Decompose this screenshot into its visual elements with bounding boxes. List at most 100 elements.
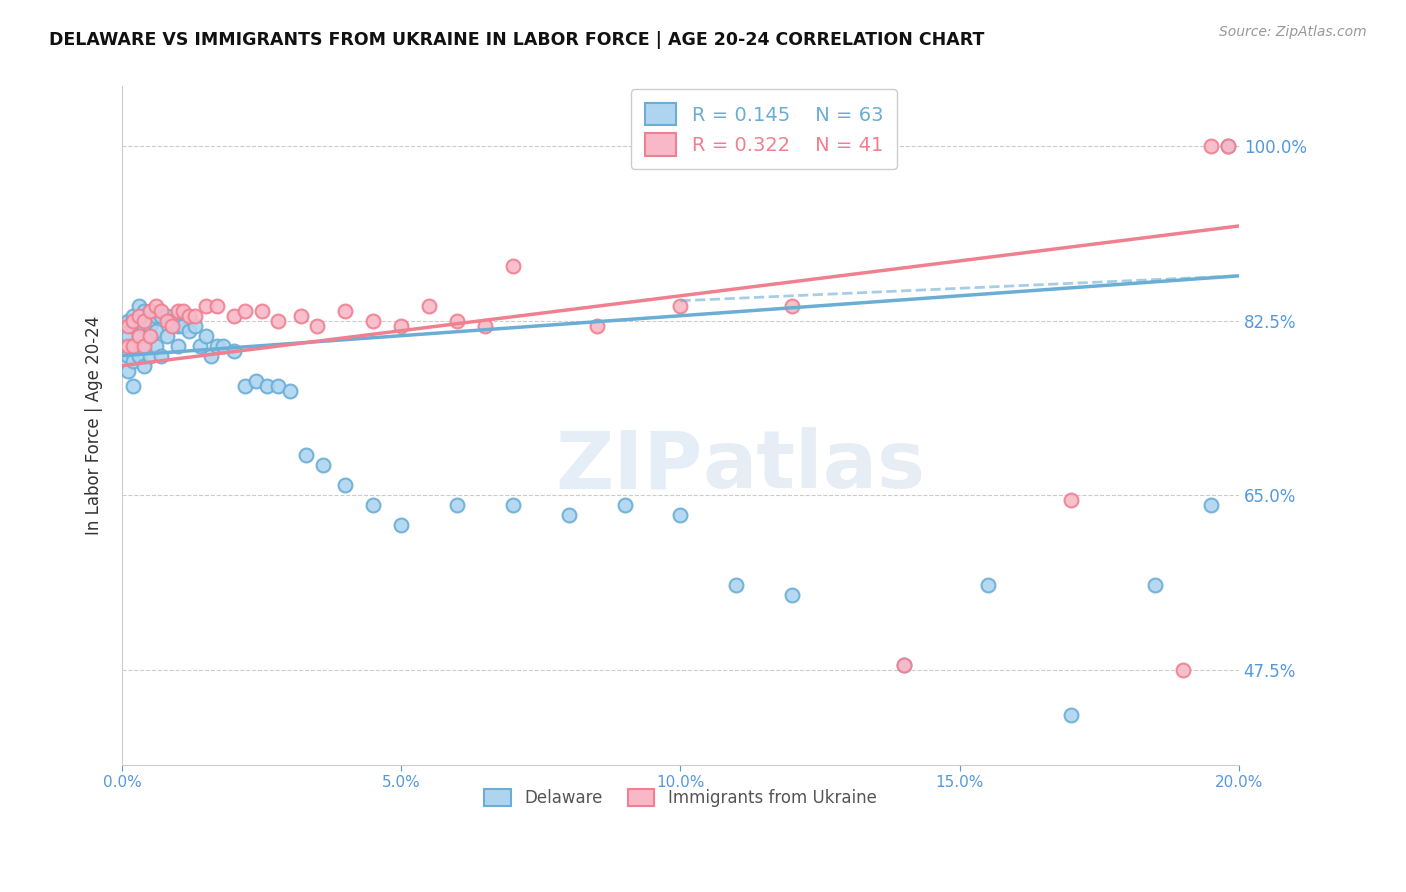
Point	[150, 309, 173, 323]
Point	[117, 363, 139, 377]
Point	[585, 318, 607, 333]
Point	[117, 314, 139, 328]
Point	[117, 339, 139, 353]
Point	[145, 299, 167, 313]
Point	[139, 303, 162, 318]
Point	[222, 309, 245, 323]
Point	[156, 309, 179, 323]
Point	[167, 303, 190, 318]
Point	[233, 303, 256, 318]
Point	[256, 378, 278, 392]
Point	[267, 314, 290, 328]
Point	[128, 328, 150, 343]
Point	[669, 299, 692, 313]
Point	[162, 318, 184, 333]
Point	[134, 339, 156, 353]
Point	[502, 498, 524, 512]
Point	[267, 378, 290, 392]
Point	[177, 309, 200, 323]
Point	[167, 339, 190, 353]
Point	[194, 299, 217, 313]
Point	[295, 448, 318, 462]
Point	[474, 318, 496, 333]
Point	[278, 384, 301, 398]
Point	[117, 318, 139, 333]
Point	[205, 339, 228, 353]
Point	[134, 303, 156, 318]
Legend: Delaware, Immigrants from Ukraine: Delaware, Immigrants from Ukraine	[478, 782, 883, 814]
Point	[502, 259, 524, 273]
Point	[222, 343, 245, 358]
Point	[669, 508, 692, 523]
Point	[194, 328, 217, 343]
Point	[780, 299, 803, 313]
Point	[156, 314, 179, 328]
Point	[172, 318, 194, 333]
Point	[188, 339, 211, 353]
Point	[780, 588, 803, 602]
Point	[418, 299, 440, 313]
Text: atlas: atlas	[703, 427, 927, 505]
Point	[167, 318, 190, 333]
Point	[389, 518, 412, 533]
Point	[122, 378, 145, 392]
Point	[128, 309, 150, 323]
Point	[1143, 578, 1166, 592]
Point	[134, 359, 156, 373]
Point	[245, 374, 267, 388]
Y-axis label: In Labor Force | Age 20-24: In Labor Force | Age 20-24	[86, 316, 103, 535]
Point	[307, 318, 329, 333]
Point	[446, 314, 468, 328]
Point	[139, 349, 162, 363]
Point	[558, 508, 581, 523]
Point	[1060, 707, 1083, 722]
Point	[139, 328, 162, 343]
Point	[139, 303, 162, 318]
Point	[128, 328, 150, 343]
Text: ZIP: ZIP	[555, 427, 703, 505]
Point	[145, 339, 167, 353]
Point	[122, 339, 145, 353]
Point	[250, 303, 273, 318]
Point	[128, 314, 150, 328]
Point	[1216, 139, 1239, 153]
Point	[893, 657, 915, 672]
Point	[122, 339, 145, 353]
Point	[122, 318, 145, 333]
Point	[725, 578, 748, 592]
Point	[233, 378, 256, 392]
Point	[134, 339, 156, 353]
Point	[172, 303, 194, 318]
Text: Source: ZipAtlas.com: Source: ZipAtlas.com	[1219, 25, 1367, 39]
Point	[139, 328, 162, 343]
Point	[1060, 493, 1083, 508]
Point	[335, 478, 357, 492]
Point	[145, 324, 167, 338]
Point	[312, 458, 335, 473]
Point	[156, 328, 179, 343]
Point	[150, 303, 173, 318]
Point	[150, 349, 173, 363]
Point	[290, 309, 312, 323]
Point	[128, 349, 150, 363]
Point	[205, 299, 228, 313]
Text: DELAWARE VS IMMIGRANTS FROM UKRAINE IN LABOR FORCE | AGE 20-24 CORRELATION CHART: DELAWARE VS IMMIGRANTS FROM UKRAINE IN L…	[49, 31, 984, 49]
Point	[117, 328, 139, 343]
Point	[117, 349, 139, 363]
Point	[1199, 139, 1222, 153]
Point	[211, 339, 233, 353]
Point	[177, 324, 200, 338]
Point	[183, 309, 205, 323]
Point	[183, 318, 205, 333]
Point	[1171, 663, 1194, 677]
Point	[200, 349, 222, 363]
Point	[122, 314, 145, 328]
Point	[446, 498, 468, 512]
Point	[363, 498, 385, 512]
Point	[335, 303, 357, 318]
Point	[1199, 498, 1222, 512]
Point	[134, 314, 156, 328]
Point	[134, 318, 156, 333]
Point	[363, 314, 385, 328]
Point	[162, 314, 184, 328]
